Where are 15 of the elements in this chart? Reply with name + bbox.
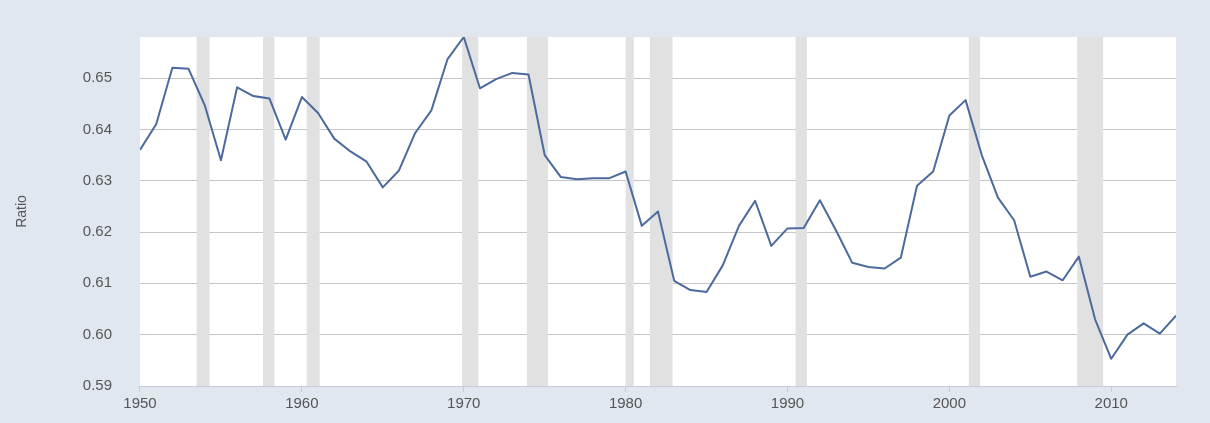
y-tick-label: 0.64 — [82, 119, 112, 137]
x-tick-label: 1960 — [285, 394, 319, 412]
y-tick-label: 0.59 — [82, 376, 112, 394]
y-tick-label: 0.60 — [82, 324, 112, 342]
y-tick-label: 0.62 — [82, 222, 112, 240]
x-tick-label: 2000 — [932, 394, 967, 412]
y-tick-label: 0.63 — [82, 170, 112, 188]
x-tick-label: 1980 — [608, 394, 643, 412]
x-tick-label: 1950 — [123, 394, 157, 412]
y-tick-label: 0.65 — [82, 68, 112, 86]
y-tick-label: 0.61 — [82, 273, 112, 291]
y-axis-title: Ratio — [13, 194, 30, 228]
x-tick-label: 1990 — [770, 394, 805, 412]
x-tick-label: 2010 — [1094, 394, 1128, 412]
x-tick-label: 1970 — [447, 394, 481, 412]
